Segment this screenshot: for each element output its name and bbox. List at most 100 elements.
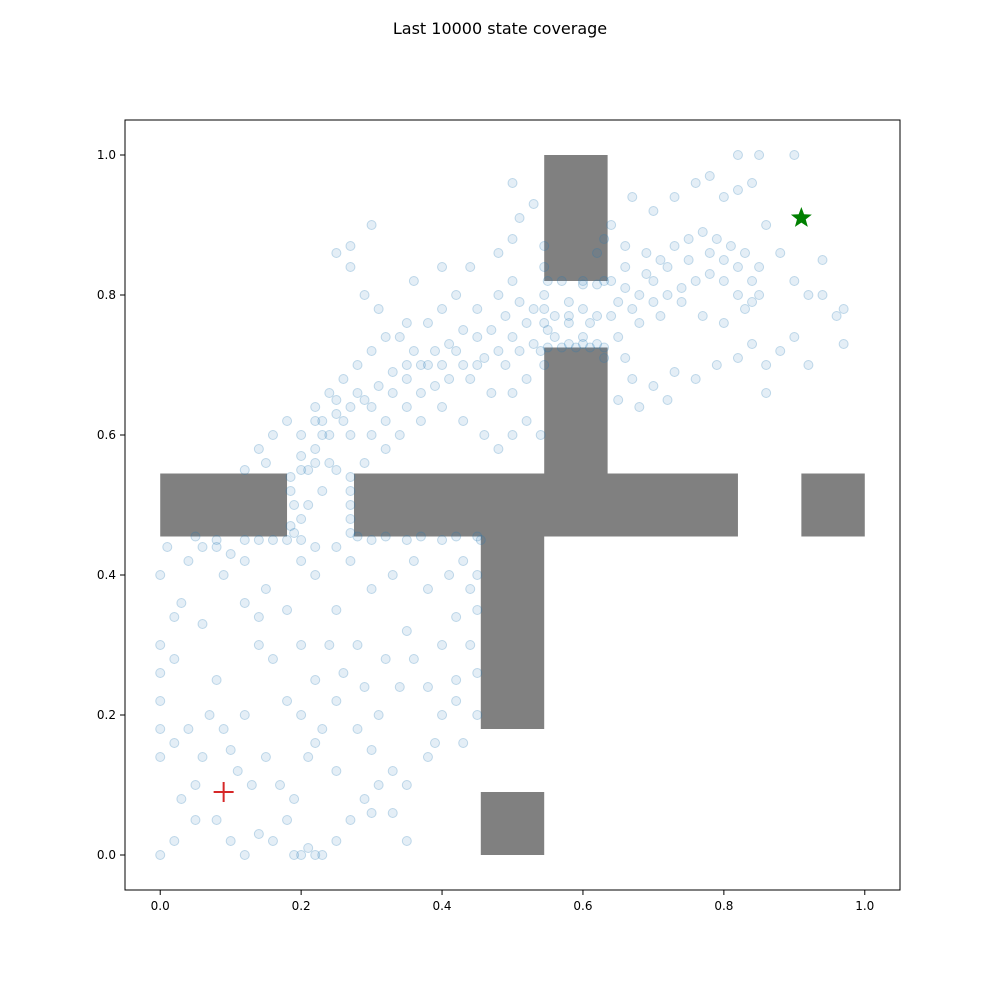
data-point (577, 276, 588, 286)
data-point (662, 290, 673, 300)
data-point (408, 276, 419, 286)
data-point (408, 556, 419, 566)
data-point (641, 248, 652, 258)
data-point (331, 395, 342, 405)
data-point (627, 304, 638, 314)
obstacle-0 (160, 473, 288, 537)
data-point (317, 486, 328, 496)
data-point (296, 850, 307, 860)
data-point (359, 682, 370, 692)
data-point (613, 297, 624, 307)
data-point (451, 675, 462, 685)
data-point (592, 279, 603, 290)
data-point (317, 430, 328, 440)
data-point (310, 444, 321, 454)
data-point (521, 416, 532, 426)
data-point (422, 682, 433, 692)
data-point (394, 430, 405, 440)
data-point (718, 318, 729, 328)
data-point (507, 178, 518, 188)
data-point (401, 402, 412, 412)
data-point (289, 528, 300, 538)
data-point (817, 290, 828, 300)
data-point (169, 612, 180, 622)
data-point (359, 794, 370, 804)
x-tick-label: 0.4 (432, 899, 451, 913)
data-point (465, 374, 476, 384)
data-point (500, 360, 511, 370)
data-point (592, 311, 603, 321)
data-point (472, 710, 483, 720)
y-axis: 0.0 0.2 0.4 0.6 0.8 1.0 (97, 148, 125, 862)
data-point (542, 342, 553, 353)
data-point (345, 472, 356, 482)
chart-title: Last 10000 state coverage (393, 19, 607, 38)
data-point (662, 262, 673, 272)
data-point (458, 360, 469, 370)
data-point (563, 318, 574, 328)
data-point (366, 430, 377, 440)
data-point (345, 430, 356, 440)
data-point (620, 283, 631, 293)
data-point (718, 192, 729, 202)
data-point (225, 836, 236, 846)
data-point (239, 465, 250, 475)
data-point (155, 668, 166, 678)
data-point (775, 248, 786, 258)
data-point (648, 381, 659, 391)
data-point (514, 346, 525, 356)
data-point (444, 570, 455, 580)
data-point (394, 682, 405, 692)
data-point (592, 339, 603, 349)
data-point (373, 710, 384, 720)
data-point (472, 605, 483, 615)
data-point (296, 430, 307, 440)
data-point (303, 500, 314, 510)
data-point (535, 346, 546, 356)
data-point (458, 416, 469, 426)
data-point (176, 794, 187, 804)
data-point (211, 675, 222, 685)
data-point (211, 815, 222, 825)
data-point (345, 514, 356, 524)
data-point (465, 640, 476, 650)
data-point (324, 458, 335, 468)
data-point (458, 556, 469, 566)
data-point (430, 346, 440, 356)
data-point (183, 724, 194, 734)
data-point (190, 815, 201, 825)
y-tick-label: 0.4 (97, 568, 116, 582)
data-point (345, 486, 356, 496)
data-point (655, 255, 666, 265)
data-point (387, 766, 398, 776)
data-point (366, 535, 377, 545)
data-point (493, 346, 504, 356)
y-tick-label: 0.6 (97, 428, 116, 442)
data-point (359, 395, 370, 405)
data-point (549, 311, 560, 321)
data-point (493, 444, 504, 454)
data-point (539, 304, 550, 314)
data-point (683, 234, 694, 244)
data-point (570, 342, 581, 353)
data-point (310, 850, 321, 860)
data-point (352, 724, 363, 734)
state-points (155, 150, 849, 860)
data-point (267, 430, 278, 440)
data-point (704, 269, 715, 279)
data-point (218, 570, 229, 580)
data-point (444, 339, 455, 349)
data-point (732, 290, 743, 300)
data-point (528, 304, 539, 314)
data-point (761, 360, 772, 370)
data-point (472, 531, 483, 542)
data-point (521, 318, 532, 328)
data-point (401, 836, 412, 846)
x-tick-label: 0.0 (151, 899, 170, 913)
data-point (542, 276, 553, 286)
data-point (352, 640, 363, 650)
data-point (282, 535, 293, 545)
data-point (761, 388, 772, 398)
data-point (373, 780, 384, 790)
